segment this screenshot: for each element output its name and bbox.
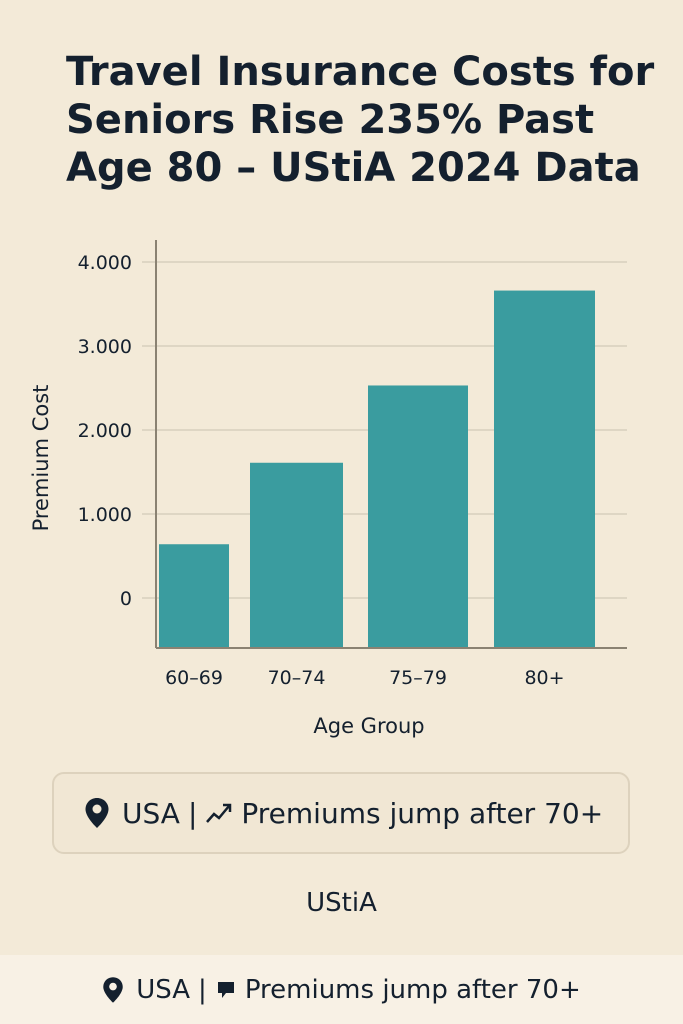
callout-text: Premiums jump after 70+ <box>241 796 604 830</box>
y-tick-label: 3.000 <box>78 336 132 358</box>
y-tick-label: 0 <box>120 588 132 610</box>
y-tick-label: 1.000 <box>78 504 132 526</box>
footer-bar: USA | Premiums jump after 70+ <box>0 955 683 1024</box>
footer-text: Premiums jump after 70+ <box>244 974 581 1005</box>
title-line-2: Seniors Rise 235% Past <box>66 97 595 143</box>
footer-location: USA <box>136 974 191 1005</box>
chart-title: Travel Insurance Costs for Seniors Rise … <box>66 48 666 192</box>
x-axis-label: Age Group <box>313 714 424 738</box>
y-axis-label: Premium Cost <box>29 385 53 532</box>
bars <box>159 290 595 648</box>
flag-icon <box>215 979 237 1001</box>
callout-separator: | <box>187 796 198 830</box>
map-pin-icon <box>84 797 110 829</box>
bar-3 <box>368 385 468 648</box>
x-tick-label: 80+ <box>524 667 564 689</box>
x-tick-labels: 60–69 70–74 75–79 80+ <box>165 667 564 689</box>
callout-location: USA <box>122 796 180 830</box>
trend-up-icon <box>205 800 233 826</box>
x-tick-label: 70–74 <box>268 667 326 689</box>
bar-chart: 0 1.000 2.000 3.000 4.000 60–69 70–74 75–79 80+… <box>29 240 627 738</box>
y-tick-label: 2.000 <box>78 420 132 442</box>
bar-4 <box>494 290 595 648</box>
map-pin-icon <box>102 976 124 1004</box>
title-line-3: Age 80 – UStiA 2024 Data <box>66 145 641 191</box>
bar-1 <box>159 544 229 648</box>
footer-separator: | <box>198 974 207 1005</box>
bar-2 <box>250 462 343 648</box>
source-label: UStiA <box>306 888 377 918</box>
x-tick-label: 75–79 <box>389 667 447 689</box>
y-tick-labels: 0 1.000 2.000 3.000 4.000 <box>78 252 132 610</box>
insight-callout: USA | Premiums jump after 70+ <box>52 772 630 854</box>
x-tick-label: 60–69 <box>165 667 223 689</box>
title-line-1: Travel Insurance Costs for <box>66 49 655 95</box>
y-tick-label: 4.000 <box>78 252 132 274</box>
